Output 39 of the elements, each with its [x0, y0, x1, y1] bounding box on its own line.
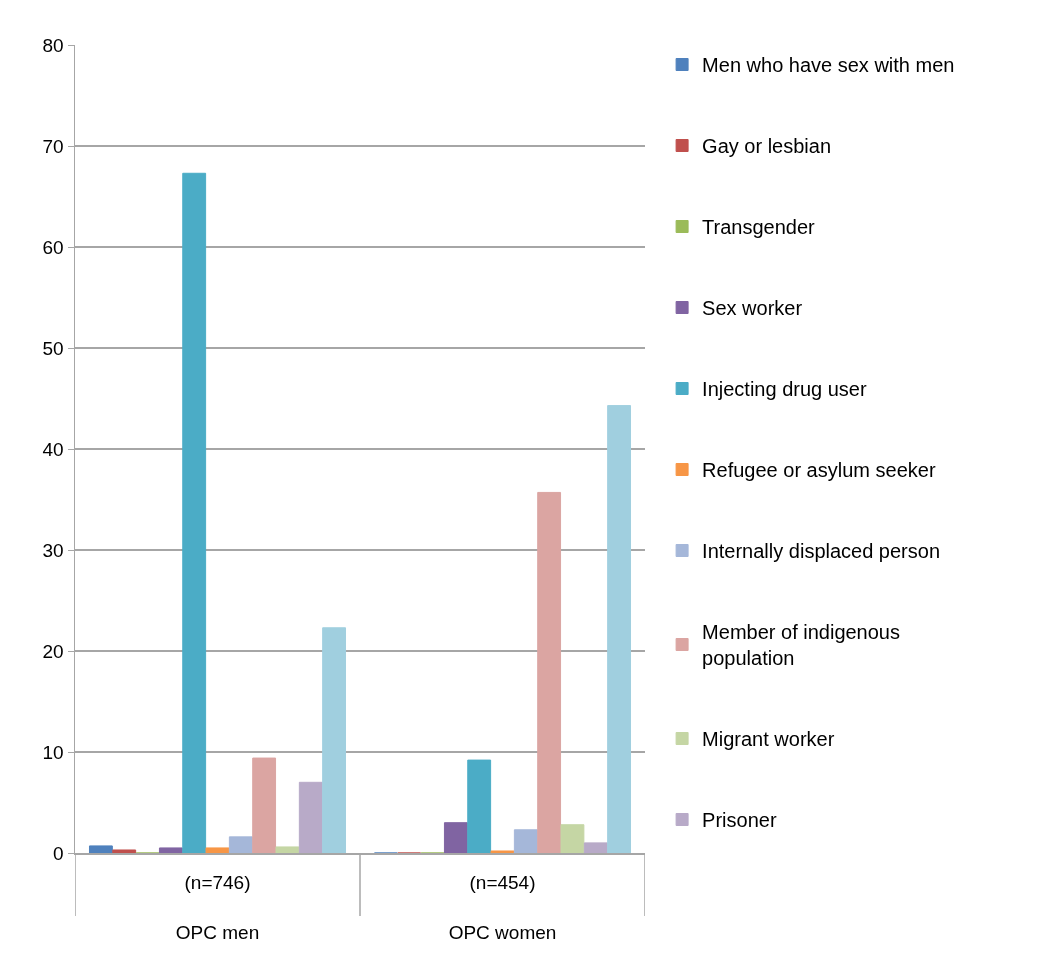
- bar: [228, 836, 253, 853]
- legend-label: Migrant worker: [702, 728, 835, 751]
- legend-label: Internally displaced person: [702, 540, 941, 563]
- legend-label: Sex worker: [702, 297, 803, 320]
- bar: [490, 850, 515, 853]
- bar: [298, 781, 323, 853]
- bar: [112, 849, 137, 853]
- y-tick-label: 50: [42, 337, 64, 359]
- legend-label: Member of indigenous population: [702, 621, 900, 670]
- bar: [88, 845, 113, 853]
- legend-label: Transgender: [702, 216, 816, 239]
- legend-label: Prisoner: [702, 809, 777, 832]
- bar: [275, 846, 300, 853]
- bar: [182, 172, 207, 853]
- y-tick-label: 10: [42, 741, 64, 763]
- bar: [583, 842, 608, 853]
- bar: [467, 759, 492, 853]
- y-tick-label: 20: [42, 640, 64, 662]
- bar: [537, 491, 562, 853]
- category-label: (n=746) OPC men: [175, 872, 260, 943]
- bar: [443, 822, 468, 853]
- legend-label: Men who have sex with men: [702, 54, 955, 77]
- y-tick-label: 0: [53, 842, 64, 864]
- bar: [205, 847, 230, 853]
- y-tick-label: 80: [42, 34, 64, 56]
- y-tick-label: 70: [42, 135, 64, 157]
- y-tick-label: 60: [42, 236, 64, 258]
- y-tick-label: 30: [42, 539, 64, 561]
- y-tick-label: 40: [42, 438, 64, 460]
- bar: [322, 627, 347, 853]
- bar: [560, 824, 585, 853]
- legend-label: Gay or lesbian: [702, 135, 832, 158]
- bar: [607, 405, 632, 853]
- legend-label: Refugee or asylum seeker: [702, 459, 936, 482]
- bar: [158, 847, 183, 853]
- legend-label: Injecting drug user: [702, 378, 867, 401]
- bar: [252, 757, 277, 853]
- category-label: (n=454) OPC women: [448, 872, 557, 943]
- bar: [513, 829, 538, 853]
